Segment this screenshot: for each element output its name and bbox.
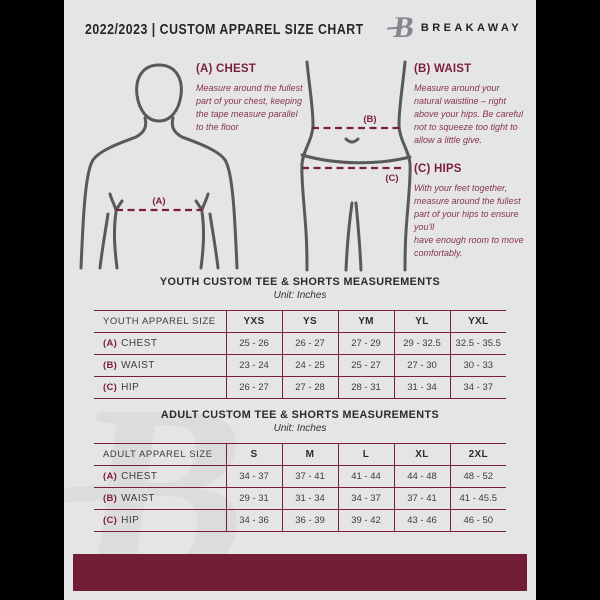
cell: 30 - 33 [449,354,506,377]
footer-accent-band [73,554,527,591]
cell: 43 - 46 [393,509,450,532]
adult-size-table: ADULT APPAREL SIZE S M L XL 2XL (A) CHEST… [94,443,506,532]
hip-garment-line [300,153,412,165]
adult-hip-row: (C) HIP 34 - 36 36 - 39 39 - 42 43 - 46 4… [94,509,506,532]
chest-guide-body: Measure around the fullest part of your … [196,83,303,133]
cell: 26 - 27 [281,332,338,355]
brand-header: B BREAKAWAY [386,11,522,44]
cell: 32.5 - 35.5 [449,332,506,355]
hips-guide: (C) HIPS With your feet together, measur… [414,163,526,260]
cell: 26 - 27 [225,376,282,399]
youth-size-header-cell: YOUTH APPAREL SIZE [94,310,226,333]
adult-size-header-cell: ADULT APPAREL SIZE [94,443,226,466]
youth-waist-row: (B) WAIST 23 - 24 24 - 25 25 - 27 27 - 30… [94,354,506,377]
chest-guide-heading: (A) CHEST [196,63,256,75]
youth-size-col: YL [393,310,450,333]
waist-marker-label: (B) [363,114,376,125]
adult-header-row: ADULT APPAREL SIZE S M L XL 2XL [94,443,506,466]
cell: 25 - 26 [225,332,282,355]
row-label: WAIST [121,360,155,371]
cell: 34 - 37 [337,487,394,510]
adult-size-col: L [337,443,394,466]
right-hip-outline [397,60,412,272]
cell: 23 - 24 [225,354,282,377]
youth-hip-row: (C) HIP 26 - 27 27 - 28 28 - 31 31 - 34 3… [94,376,506,399]
adult-size-col: S [225,443,282,466]
chest-marker-label: (A) [152,196,165,207]
inner-left-leg [344,201,354,272]
chest-guide: (A) CHEST Measure around the fullest par… [196,63,304,134]
cell: 31 - 34 [281,487,338,510]
lower-body-diagram: (B) (C) [300,60,412,272]
adult-size-col: 2XL [449,443,506,466]
breakaway-logo-icon: B [386,11,416,44]
adult-chest-row: (A) CHEST 34 - 37 37 - 41 41 - 44 44 - 48… [94,465,506,488]
youth-size-col: YS [281,310,338,333]
youth-chest-row: (A) CHEST 25 - 26 26 - 27 27 - 29 29 - 32… [94,332,506,355]
youth-header-row: YOUTH APPAREL SIZE YXS YS YM YL YXL [94,310,506,333]
youth-section-title: YOUTH CUSTOM TEE & SHORTS MEASUREMENTS [159,276,441,288]
cell: 44 - 48 [393,465,450,488]
row-prefix: (C) [103,382,118,393]
hips-marker-label: (C) [385,173,398,184]
row-prefix: (B) [103,360,118,371]
cell: 41 - 45.5 [449,487,506,510]
page-title: 2022/2023 | CUSTOM APPAREL SIZE CHART [85,22,364,38]
waist-guide: (B) WAIST Measure around your natural wa… [414,63,526,147]
youth-size-col: YM [337,310,394,333]
adult-size-col: M [281,443,338,466]
cell: 34 - 36 [225,509,282,532]
head-outline [135,63,183,123]
row-label: HIP [121,515,140,526]
row-prefix: (C) [103,515,118,526]
cell: 46 - 50 [449,509,506,532]
waist-guide-body: Measure around your natural waistline – … [414,83,524,146]
cell: 27 - 28 [281,376,338,399]
youth-unit-label: Unit: Inches [273,290,327,301]
brand-name: BREAKAWAY [420,22,522,34]
row-prefix: (A) [103,338,118,349]
inner-right-leg [354,201,363,272]
row-prefix: (B) [103,493,118,504]
torso-diagram: (A) [79,63,239,270]
cell: 48 - 52 [449,465,506,488]
youth-size-table: YOUTH APPAREL SIZE YXS YS YM YL YXL (A) C… [94,310,506,399]
adult-unit-label: Unit: Inches [273,423,327,434]
adult-waist-row: (B) WAIST 29 - 31 31 - 34 34 - 37 37 - 41… [94,487,506,510]
cell: 28 - 31 [337,376,394,399]
cell: 34 - 37 [449,376,506,399]
cell: 41 - 44 [337,465,394,488]
adult-size-col: XL [393,443,450,466]
youth-size-col: YXS [225,310,282,333]
cell: 34 - 37 [225,465,282,488]
cell: 25 - 27 [337,354,394,377]
row-prefix: (A) [103,471,118,482]
cell: 27 - 29 [337,332,394,355]
cell: 29 - 31 [225,487,282,510]
left-hip-outline [300,60,315,272]
adult-section-title: ADULT CUSTOM TEE & SHORTS MEASUREMENTS [160,409,440,421]
cell: 37 - 41 [393,487,450,510]
row-label: WAIST [121,493,155,504]
cell: 31 - 34 [393,376,450,399]
cell: 36 - 39 [281,509,338,532]
size-chart-document: B 2022/2023 | CUSTOM APPAREL SIZE CHART … [64,0,536,600]
row-label: CHEST [121,338,158,349]
hips-guide-body: With your feet together, measure around … [414,183,524,259]
right-arm-outline [180,135,239,270]
row-label: HIP [121,382,140,393]
row-label: CHEST [121,471,158,482]
waist-guide-heading: (B) WAIST [414,63,472,75]
navel-mark [344,137,360,144]
youth-size-col: YXL [449,310,506,333]
cell: 37 - 41 [281,465,338,488]
cell: 29 - 32.5 [393,332,450,355]
cell: 27 - 30 [393,354,450,377]
cell: 39 - 42 [337,509,394,532]
left-arm-outline [79,135,138,270]
cell: 24 - 25 [281,354,338,377]
hips-guide-heading: (C) HIPS [414,163,462,175]
